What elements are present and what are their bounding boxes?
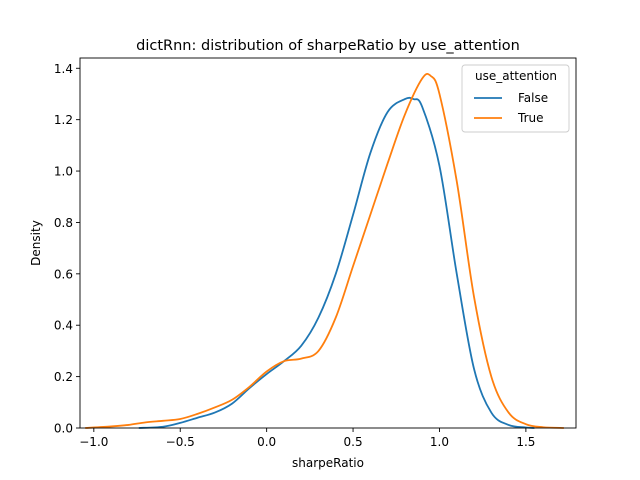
x-tick-label: −1.0 (79, 435, 108, 449)
x-tick-label: −0.5 (166, 435, 195, 449)
legend-title: use_attention (475, 69, 557, 83)
y-tick-label: 0.6 (54, 267, 73, 281)
series-line-true (85, 73, 564, 429)
x-tick-label: 0.0 (257, 435, 276, 449)
y-axis-ticks: 0.0 0.2 0.4 0.6 0.8 1.0 1.2 1.4 (54, 62, 80, 436)
y-tick-label: 1.4 (54, 62, 73, 76)
legend: use_attention False True (461, 64, 570, 133)
x-tick-label: 1.5 (516, 435, 535, 449)
legend-frame (461, 64, 570, 133)
chart-title: dictRnn: distribution of sharpeRatio by … (136, 38, 520, 54)
legend-label-true: True (517, 111, 544, 125)
x-tick-label: 0.5 (344, 435, 363, 449)
y-tick-label: 0.2 (54, 370, 73, 384)
y-tick-label: 0.8 (54, 216, 73, 230)
x-axis-ticks: −1.0 −0.5 0.0 0.5 1.0 1.5 (79, 428, 535, 449)
y-tick-label: 1.2 (54, 113, 73, 127)
y-tick-label: 0.0 (54, 422, 73, 436)
plot-frame (79, 57, 577, 429)
y-tick-label: 1.0 (54, 165, 73, 179)
y-tick-label: 0.4 (54, 319, 73, 333)
series-line-false (138, 96, 535, 429)
series-curves (85, 73, 564, 429)
x-tick-label: 1.0 (430, 435, 449, 449)
legend-label-false: False (518, 91, 548, 105)
y-axis-label: Density (29, 220, 43, 266)
x-axis-label: sharpeRatio (292, 456, 364, 470)
